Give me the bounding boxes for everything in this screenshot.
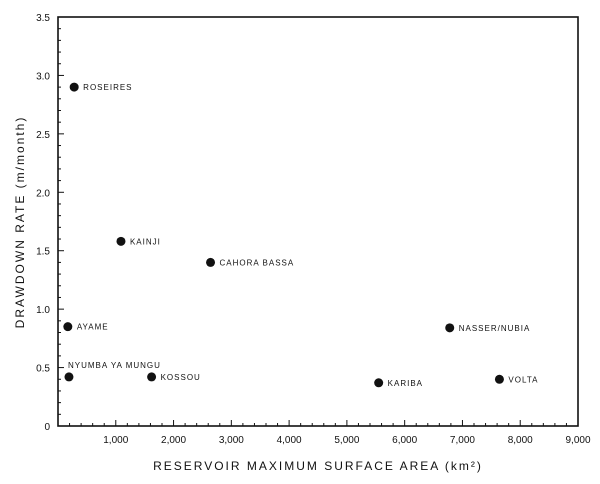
data-point: AYAME (63, 322, 108, 332)
y-tick-label: 0.5 (36, 364, 50, 375)
y-tick-label: 3.0 (36, 71, 50, 82)
data-point: ROSEIRES (69, 82, 132, 92)
point-label: KOSSOU (161, 373, 201, 382)
point-label: AYAME (77, 323, 109, 332)
x-tick-label: 2,000 (161, 435, 186, 446)
plot-frame (57, 16, 579, 427)
data-point: KAINJI (116, 236, 161, 246)
data-point: NASSER/NUBIA (445, 323, 531, 333)
x-tick-label: 6,000 (392, 435, 417, 446)
data-point: KOSSOU (147, 372, 201, 382)
x-tick-label: 4,000 (277, 435, 302, 446)
y-tick-label: 1.5 (36, 247, 50, 258)
data-point: KARIBA (374, 378, 423, 388)
point-label: KAINJI (130, 237, 161, 246)
point-label: KARIBA (388, 379, 423, 388)
point-marker-icon (64, 372, 74, 382)
x-tick-label: 8,000 (508, 435, 533, 446)
plot-axes: 0 0.5 1.0 1.5 2.0 2.5 3.0 3.5 1,000 2,000 3,000 4,0… (36, 13, 591, 446)
point-label: VOLTA (508, 375, 538, 384)
point-label: ROSEIRES (83, 83, 132, 92)
x-tick-label: 5,000 (334, 435, 359, 446)
x-axis-title: RESERVOIR MAXIMUM SURFACE AREA (km²) (153, 459, 483, 473)
y-tick-label: 3.5 (36, 13, 50, 24)
x-tick-label: 7,000 (450, 435, 475, 446)
point-marker-icon (147, 372, 157, 382)
data-point: VOLTA (494, 374, 538, 384)
y-tick-label: 2.5 (36, 130, 50, 141)
y-tick-label: 2.0 (36, 188, 50, 199)
data-point: CAHORA BASSA (206, 257, 295, 267)
point-marker-icon (63, 322, 73, 332)
point-marker-icon (494, 374, 504, 384)
y-axis-title: DRAWDOWN RATE (m/month) (13, 116, 27, 329)
x-tick-label: 9,000 (565, 435, 590, 446)
point-marker-icon (374, 378, 384, 388)
x-tick-label: 1,000 (103, 435, 128, 446)
point-label: CAHORA BASSA (220, 258, 295, 267)
data-point: NYUMBA YA MUNGU (64, 361, 160, 382)
point-label: NASSER/NUBIA (459, 324, 531, 333)
point-label: NYUMBA YA MUNGU (68, 361, 161, 370)
y-tick-label: 0 (44, 422, 50, 433)
point-marker-icon (445, 323, 455, 333)
point-marker-icon (116, 236, 126, 246)
point-marker-icon (206, 257, 216, 267)
point-marker-icon (69, 82, 79, 92)
data-points: ROSEIRES KAINJI CAHORA BASSA AYAME NYUMBA YA… (63, 82, 538, 388)
y-tick-label: 1.0 (36, 305, 50, 316)
x-tick-label: 3,000 (219, 435, 244, 446)
